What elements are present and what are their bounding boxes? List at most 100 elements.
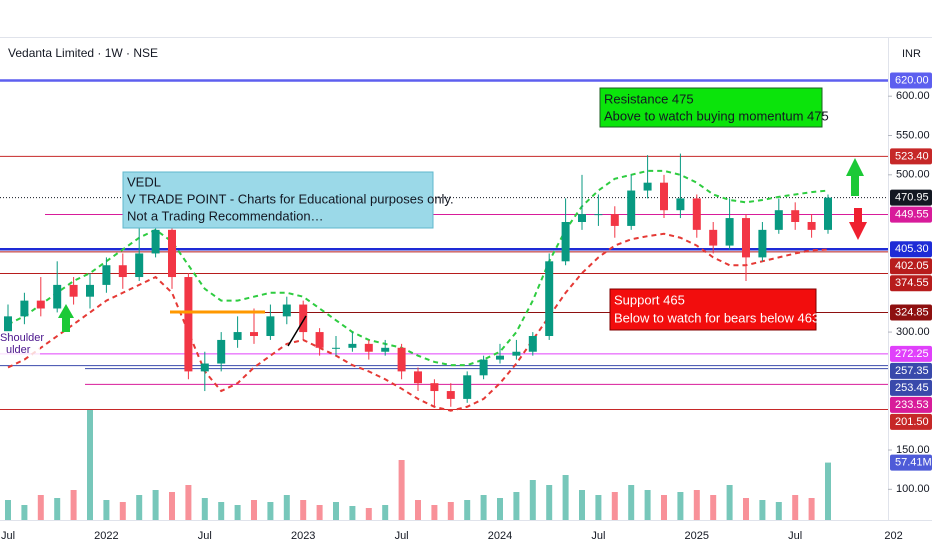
candle-body — [364, 343, 373, 352]
resistance-text: Resistance 475 — [604, 91, 694, 106]
level-label-bg — [890, 148, 932, 165]
small-up-arrow — [58, 304, 74, 332]
resistance-text: Above to watch buying momentum 475 — [604, 108, 829, 123]
up-arrow — [846, 158, 864, 196]
volume-bar — [415, 500, 421, 520]
volume-bar — [546, 485, 553, 520]
level-label: 470.95 — [895, 192, 929, 204]
level-label: 523.40 — [895, 150, 929, 162]
volume-bar — [431, 505, 438, 520]
level-label-bg — [890, 379, 932, 396]
candle-body — [233, 332, 242, 340]
level-label: 405.30 — [895, 243, 929, 255]
level-label-bg — [890, 72, 932, 89]
candle-body — [86, 284, 94, 297]
candle-body — [20, 300, 29, 317]
candle-body — [578, 214, 586, 222]
volume-bar — [644, 490, 651, 520]
volume-bar — [726, 485, 733, 520]
candle-body — [479, 359, 488, 376]
volume-bar — [398, 460, 405, 520]
volume-bar — [70, 490, 77, 520]
x-tick-label: Jul — [198, 530, 212, 542]
level-label-bg — [890, 413, 932, 430]
candle-body — [53, 284, 62, 309]
level-label-bg — [890, 241, 932, 258]
candle-body — [69, 284, 78, 297]
volume-bar — [283, 495, 290, 520]
candle-body — [200, 363, 209, 372]
volume-bar — [251, 500, 257, 520]
y-tick-label: 300.00 — [896, 326, 930, 338]
volume-bar — [677, 492, 684, 520]
support-text: Support 465 — [614, 292, 685, 307]
level-label: 374.55 — [895, 277, 929, 289]
volume-bar — [185, 485, 192, 520]
volume-bar — [218, 502, 225, 520]
candle-body — [430, 383, 439, 392]
x-tick-label: 2024 — [488, 530, 512, 542]
volume-bar — [267, 502, 274, 520]
vedl-text: VEDL — [127, 174, 161, 189]
candle-body — [381, 347, 390, 352]
volume-bar — [759, 500, 766, 520]
candle-body — [725, 218, 734, 246]
volume-bar — [87, 410, 93, 520]
volume-bar — [480, 495, 487, 520]
level-label-bg — [890, 362, 932, 379]
candle-body — [266, 316, 275, 337]
level-label-bg — [890, 396, 932, 413]
candle-body — [545, 261, 554, 337]
candle-body — [610, 214, 619, 226]
candle-body — [168, 229, 176, 278]
volume-bar — [21, 505, 28, 520]
candle-body — [774, 210, 783, 230]
candle-body — [397, 347, 406, 372]
price-axis: 600.00 550.00 500.00 300.00 150.00 100.00 620.… — [888, 72, 932, 495]
volume-bar — [365, 508, 372, 520]
level-label-bg — [890, 275, 932, 292]
vedl-text: Not a Trading Recommendation… — [127, 208, 324, 223]
currency: INR — [902, 48, 921, 60]
candle-body — [758, 229, 767, 258]
candle-body — [692, 198, 701, 230]
volume-bar — [595, 495, 602, 520]
volume-bar — [579, 490, 585, 520]
y-tick-label: 550.00 — [896, 129, 930, 141]
candle-body — [348, 343, 357, 348]
volume-bar — [201, 498, 208, 520]
volume-bar — [825, 462, 831, 520]
level-label-bg — [890, 258, 932, 275]
volume-bar — [611, 492, 618, 520]
volume-bar — [316, 505, 323, 520]
x-tick-label: Jul — [1, 530, 15, 542]
volume-bar — [152, 490, 159, 520]
volume-bar — [661, 495, 667, 520]
level-label-bg — [890, 206, 932, 223]
level-label-bg — [890, 345, 932, 362]
candle-body — [102, 265, 111, 285]
volume-bar — [333, 502, 339, 520]
volume-bar — [349, 506, 356, 520]
candle-body — [709, 229, 718, 246]
candle-body — [627, 190, 636, 226]
level-label: 201.50 — [895, 416, 929, 428]
pattern-text: ulder — [6, 344, 31, 356]
volume-bar — [562, 475, 569, 520]
candle-body — [332, 347, 340, 349]
x-tick-label: 202 — [884, 530, 902, 542]
level-label: 620.00 — [895, 74, 929, 86]
volume-bar — [234, 505, 241, 520]
vedl-box — [122, 171, 434, 229]
level-label: 257.35 — [895, 365, 929, 377]
candle-body — [184, 277, 193, 372]
level-label: 402.05 — [895, 260, 929, 272]
resistance-box — [599, 87, 823, 128]
candle-body — [676, 198, 685, 211]
candle-body — [217, 339, 226, 364]
volume-bar — [447, 502, 454, 520]
pattern-bg — [0, 331, 40, 355]
x-tick-label: 2023 — [291, 530, 315, 542]
candle-body — [807, 221, 816, 230]
